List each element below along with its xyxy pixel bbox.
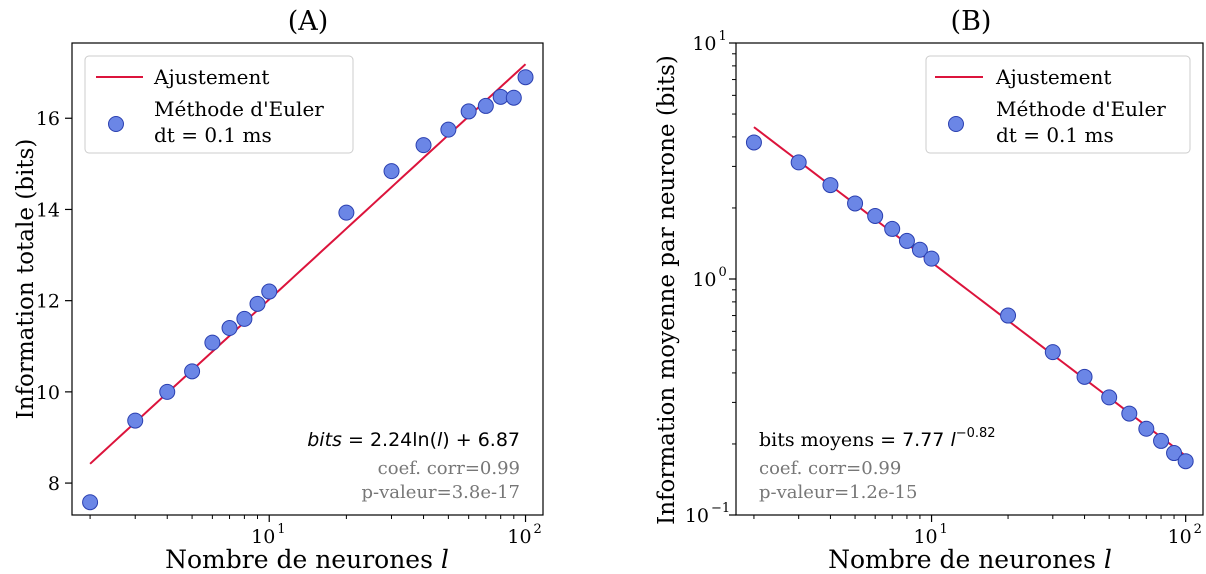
panel-b-x-tick-exponent: 1 — [940, 522, 948, 537]
panel-b-legend-points-label-1: Méthode d'Euler — [996, 97, 1166, 121]
panel-a-corr: coef. corr=0.99 — [378, 458, 520, 479]
panel-b-data-point — [1153, 432, 1170, 449]
panel-b-data-point — [898, 232, 915, 249]
panel-b-data-point — [790, 154, 807, 171]
panel-a-x-tick-exponent: 1 — [277, 522, 285, 537]
panel-b-data-point — [1166, 445, 1183, 462]
panel-a-data-point — [477, 97, 494, 114]
panel-a-x-tick-label: 10 — [507, 526, 531, 548]
panel-b-x-tick-label: 10 — [1168, 526, 1192, 548]
panel-b-data-point — [1121, 405, 1138, 422]
panel-a-data-point — [249, 295, 266, 312]
panel-a-y-tick-label: 8 — [48, 473, 60, 495]
panel-a-legend-points-label-1: Méthode d'Euler — [154, 97, 324, 121]
panel-a-data-point — [440, 121, 457, 138]
panel-b-y-tick-label: 10 — [692, 33, 716, 55]
panel-a-y-tick-label: 10 — [36, 382, 60, 404]
panel-b-legend-box — [925, 55, 1191, 154]
panel-a-y-tick-label: 12 — [36, 291, 60, 313]
panel-b-legend-points-label-2: dt = 0.1 ms — [996, 123, 1114, 147]
panel-a-legend-box — [84, 55, 354, 154]
panel-b-data-point — [1000, 307, 1017, 324]
panel-b-fit-line — [753, 126, 1187, 457]
panel-a-legend: Ajustement Méthode d'Euler dt = 0.1 ms — [84, 55, 354, 154]
panel-a-title: (A) — [288, 6, 329, 37]
panel-b-data-point — [1076, 368, 1093, 385]
panel-b-y-tick-label: 10 — [692, 269, 716, 291]
panel-b-frame — [735, 42, 1204, 516]
panel-b-x-tick-exponent: 2 — [1194, 522, 1202, 537]
panel-a-y-tick-label: 14 — [36, 199, 60, 221]
panel-b-ylabel: Information moyenne par neurone (bits) — [654, 55, 680, 525]
panel-b-y-tick-exponent: 0 — [719, 265, 727, 280]
panel-b-data-point — [884, 220, 901, 237]
panel-b-y-tick-label: 10 — [685, 505, 709, 527]
panel-a-data-point — [184, 363, 201, 380]
panel-a-x-tick-label: 10 — [251, 526, 275, 548]
panel-b-xlabel: Nombre de neurones l — [828, 545, 1112, 574]
panel-a-data-point — [383, 163, 400, 180]
panel-a-data-point — [204, 334, 221, 351]
panel-b-data-point — [923, 250, 940, 267]
panel-a-equation: bits = 2.24ln(l) + 6.87 — [307, 429, 520, 451]
panel-b-title: (B) — [951, 6, 992, 37]
panel-b-pval: p-valeur=1.2e-15 — [759, 482, 917, 503]
panel-b-data-point — [911, 241, 928, 258]
panel-b-data-point — [745, 134, 762, 151]
panel-a-data-point — [460, 103, 477, 120]
panel-a-x-tick-exponent: 2 — [534, 522, 542, 537]
panel-a-data-point — [505, 89, 522, 106]
panel-b-data-point — [867, 207, 884, 224]
panel-b-corr: coef. corr=0.99 — [759, 458, 901, 479]
panel-b-data-point — [1101, 389, 1118, 406]
panel-a-data-point — [127, 412, 144, 429]
panel-b-legend-fit-label: Ajustement — [995, 65, 1111, 89]
panel-a-data-point — [415, 137, 432, 154]
panel-b-legend: Ajustement Méthode d'Euler dt = 0.1 ms — [925, 55, 1191, 154]
panel-a-pval: p-valeur=3.8e-17 — [362, 482, 520, 503]
panel-a-y-tick-label: 16 — [36, 108, 60, 130]
panel-b-plot-area: 10 1 10 210 −110 010 1 — [685, 29, 1202, 548]
panel-a-data-point — [82, 494, 99, 511]
panel-b-y-tick-exponent: −1 — [711, 501, 730, 516]
panel-b-data-point — [1138, 420, 1155, 437]
panel-a-xlabel: Nombre de neurones l — [165, 545, 449, 574]
panel-a-data-point — [159, 383, 176, 400]
panel-b-y-tick-exponent: 1 — [719, 29, 727, 44]
panel-b-data-point — [1177, 453, 1194, 470]
panel-a-data-point — [261, 283, 278, 300]
panel-a-ylabel: Information totale (bits) — [13, 139, 39, 420]
panel-a-data-point — [236, 310, 253, 327]
panel-a-legend-points-label-2: dt = 0.1 ms — [154, 123, 272, 147]
panel-a-legend-fit-label: Ajustement — [153, 65, 269, 89]
panel-a-data-point — [221, 320, 238, 337]
panel-a-legend-marker-swatch — [108, 116, 124, 132]
panel-a-frame — [71, 42, 544, 516]
panel-a-data-point — [338, 204, 355, 221]
panel-b-data-point — [1044, 344, 1061, 361]
panel-b-data-point — [847, 195, 864, 212]
panel-b-equation: bits moyens = 7.77 l−0.82 — [759, 426, 996, 451]
panel-b-data-point — [822, 177, 839, 194]
panel-a-data-point — [517, 69, 534, 86]
panel-b: (B) 10 1 10 210 −110 010 1 Nombre de neurones … — [654, 6, 1204, 574]
panel-b-x-tick-label: 10 — [913, 526, 937, 548]
panel-b-legend-marker-swatch — [948, 116, 964, 132]
